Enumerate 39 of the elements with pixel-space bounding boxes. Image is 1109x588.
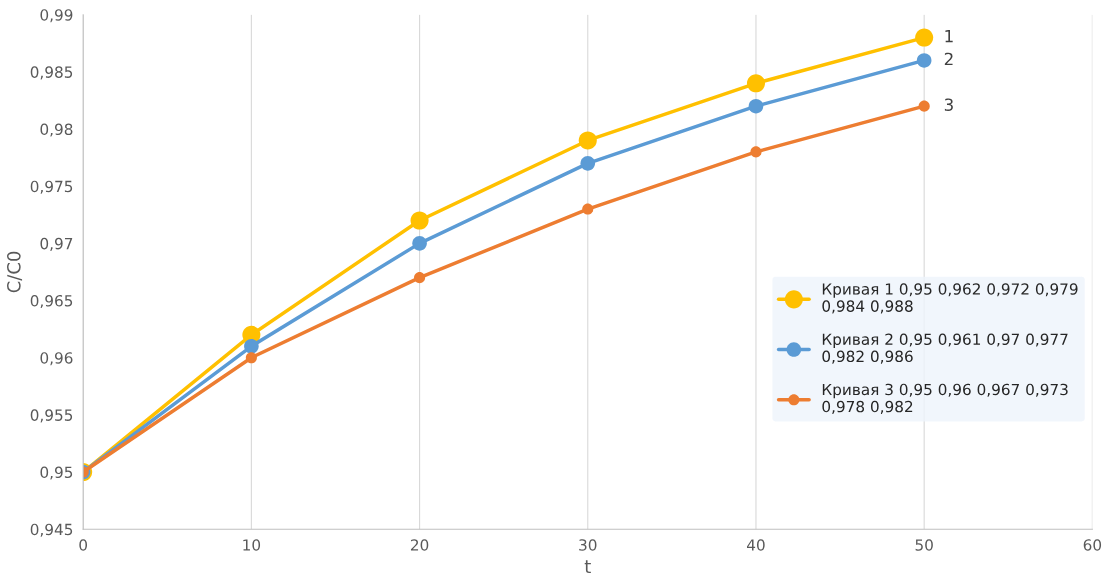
x-axis-title: t xyxy=(584,560,591,573)
x-tick-label: 20 xyxy=(410,539,429,551)
x-tick-label: 10 xyxy=(243,539,261,551)
x-tick-label: 30 xyxy=(579,539,597,551)
point xyxy=(748,98,764,114)
point xyxy=(750,146,762,158)
y-tick-label: 0,95 xyxy=(40,466,73,480)
point xyxy=(918,100,930,112)
point xyxy=(580,156,596,171)
point xyxy=(916,53,932,68)
annotation: 3 xyxy=(944,98,953,111)
legend-label: Кривая 3 0,95 0,96 0,967 0,973 0,978 0,982 xyxy=(822,383,1068,414)
y-tick-label: 0,955 xyxy=(30,409,73,423)
y-tick-label: 0,96 xyxy=(40,352,73,366)
y-tick-label: 0,945 xyxy=(30,523,73,537)
point xyxy=(410,211,429,230)
point xyxy=(245,352,257,364)
point xyxy=(582,203,594,215)
y-tick-label: 0,98 xyxy=(40,123,73,137)
point xyxy=(746,74,765,93)
annotation: 2 xyxy=(944,52,953,66)
y-tick-label: 0,99 xyxy=(40,9,73,23)
x-tick-label: 60 xyxy=(1083,539,1102,551)
y-tick-label: 0,975 xyxy=(30,180,73,194)
point xyxy=(244,338,259,354)
x-tick-label: 40 xyxy=(747,539,765,551)
point xyxy=(915,28,934,47)
point xyxy=(578,131,597,150)
point xyxy=(412,236,427,251)
legend-label: Кривая 1 0,95 0,962 0,972 0,979 0,984 0,988 xyxy=(822,283,1078,314)
y-tick-label: 0,97 xyxy=(40,237,73,251)
x-tick-label: 50 xyxy=(915,539,933,551)
y-tick-label: 0,985 xyxy=(30,66,73,80)
y-axis-title: C/C0 xyxy=(7,251,23,293)
annotation: 1 xyxy=(945,30,953,43)
legend-label: Кривая 2 0,95 0,961 0,97 0,977 0,982 0,986 xyxy=(822,333,1068,364)
point xyxy=(414,272,426,284)
y-tick-label: 0,965 xyxy=(30,295,73,309)
x-tick-label: 0 xyxy=(79,539,88,551)
